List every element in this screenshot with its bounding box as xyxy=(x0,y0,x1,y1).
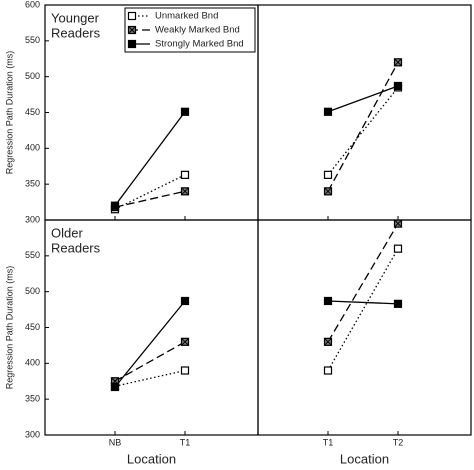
panel-label: Younger xyxy=(51,10,100,25)
y-axis-label: Regression Path Duration (ms) xyxy=(4,51,14,175)
y-tick-label: 500 xyxy=(25,71,40,81)
marker xyxy=(180,107,190,116)
y-tick-label: 600 xyxy=(25,0,40,9)
marker xyxy=(393,81,403,91)
y-tick-label: 350 xyxy=(25,394,40,404)
x-tick-label: T2 xyxy=(393,437,404,447)
series-line xyxy=(327,300,399,305)
series-line xyxy=(327,87,399,176)
marker xyxy=(323,296,333,306)
panel-frame xyxy=(257,4,472,221)
marker xyxy=(323,170,333,179)
panel-label: Readers xyxy=(51,25,101,40)
y-tick-label: 400 xyxy=(25,358,40,368)
series-line xyxy=(114,300,186,388)
y-tick-label: 550 xyxy=(25,35,40,45)
legend-label: Strongly Marked Bnd xyxy=(155,39,244,50)
y-tick-label: 450 xyxy=(25,107,40,117)
series-line xyxy=(114,111,186,207)
series-line xyxy=(114,341,186,382)
series-line xyxy=(114,174,186,210)
series-line xyxy=(114,369,186,387)
y-tick-label: 500 xyxy=(25,286,40,296)
marker xyxy=(127,39,137,49)
series-line xyxy=(327,85,399,113)
legend-label: Unmarked Bnd xyxy=(155,11,218,22)
marker xyxy=(393,244,403,253)
marker xyxy=(323,107,333,116)
panel-label: Readers xyxy=(51,240,101,255)
x-tick-label: NB xyxy=(109,437,122,447)
legend-label: Weakly Marked Bnd xyxy=(155,25,240,36)
series-line xyxy=(327,62,399,192)
marker xyxy=(180,170,190,179)
y-tick-label: 550 xyxy=(25,250,40,260)
x-axis-label: Location xyxy=(127,451,176,466)
marker xyxy=(127,11,137,21)
marker-hatch xyxy=(181,337,189,346)
marker xyxy=(180,296,190,306)
series-line xyxy=(327,248,399,371)
y-tick-label: 300 xyxy=(25,429,40,439)
marker xyxy=(110,382,120,392)
series-line xyxy=(114,190,186,208)
panel-frame xyxy=(257,219,472,436)
marker xyxy=(323,366,333,375)
marker-hatch xyxy=(394,219,402,228)
series-line xyxy=(327,223,399,343)
x-axis-label: Location xyxy=(340,451,389,466)
marker-hatch xyxy=(128,26,136,34)
marker-hatch xyxy=(324,337,332,346)
y-tick-label: 350 xyxy=(25,179,40,189)
y-tick-label: 300 xyxy=(25,214,40,224)
panel-label: Older xyxy=(51,225,83,240)
y-tick-label: 400 xyxy=(25,143,40,153)
marker xyxy=(393,299,403,308)
marker xyxy=(180,366,190,375)
x-tick-label: T1 xyxy=(180,437,191,447)
y-axis-label: Regression Path Duration (ms) xyxy=(4,266,14,390)
marker-hatch xyxy=(181,187,189,196)
x-tick-label: T1 xyxy=(323,437,334,447)
marker-hatch xyxy=(394,58,402,67)
marker-hatch xyxy=(324,187,332,196)
y-tick-label: 450 xyxy=(25,322,40,332)
marker xyxy=(110,201,120,210)
